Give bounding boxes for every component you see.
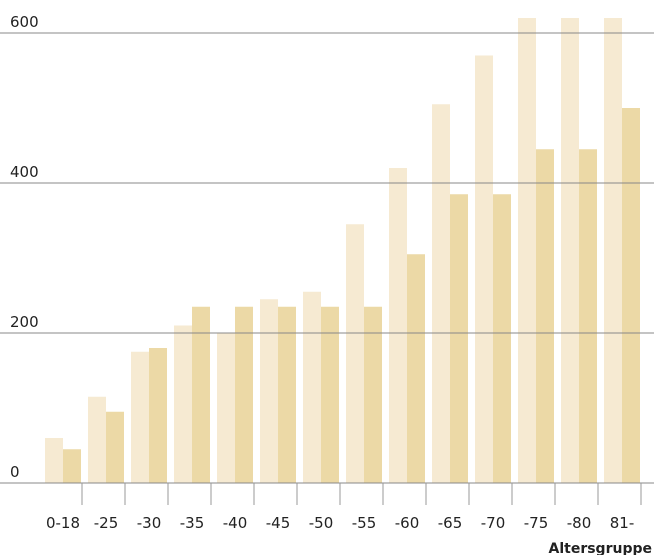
x-axis: 0-18 -25 -30 -35 -40 -45 -50 -55 -60 -65 -70 -75 -80… [46, 483, 642, 532]
y-axis-ticks: 0 200 400 600 [10, 13, 39, 481]
bar-s1--25 [88, 396, 106, 483]
bar-s2--70 [493, 194, 511, 483]
bar-s2--25 [106, 411, 124, 483]
x-tick-label--60: -60 [395, 514, 420, 532]
bars [45, 18, 640, 483]
bar-s1--50 [303, 291, 321, 483]
bar-s2--60 [407, 254, 425, 483]
bar-s1-81- [604, 18, 622, 483]
x-tick-label-0-18: 0-18 [46, 514, 80, 532]
x-tick-label--35: -35 [180, 514, 205, 532]
x-tick-label--25: -25 [94, 514, 119, 532]
x-tick-label--70: -70 [481, 514, 506, 532]
bar-s2--55 [364, 306, 382, 483]
x-tick-label-81-: 81- [610, 514, 635, 532]
bar-s2-81- [622, 108, 640, 483]
x-tick-label--30: -30 [137, 514, 162, 532]
bar-s1--45 [260, 299, 278, 483]
bar-s2--50 [321, 306, 339, 483]
bar-s2--65 [450, 194, 468, 483]
bar-s1--75 [518, 18, 536, 483]
x-tick-label--55: -55 [352, 514, 377, 532]
bar-s2--80 [579, 149, 597, 483]
bar-s1--55 [346, 224, 364, 483]
x-tick-label--80: -80 [567, 514, 592, 532]
y-tick-label-400: 400 [10, 163, 39, 181]
bar-s1--70 [475, 55, 493, 483]
bar-s2--40 [235, 306, 253, 483]
x-tick-label--45: -45 [266, 514, 291, 532]
bar-s1--60 [389, 168, 407, 483]
x-tick-label--50: -50 [309, 514, 334, 532]
bar-s2-0-18 [63, 449, 81, 483]
bar-s2--30 [149, 348, 167, 483]
bar-s2--35 [192, 306, 210, 483]
bar-s2--75 [536, 149, 554, 483]
bar-s1-0-18 [45, 438, 63, 483]
x-axis-title: Altersgruppe [549, 541, 653, 555]
bar-s2--45 [278, 306, 296, 483]
x-tick-label--65: -65 [438, 514, 463, 532]
x-tick-label--75: -75 [524, 514, 549, 532]
bar-s1--40 [217, 333, 235, 483]
x-tick-label--40: -40 [223, 514, 248, 532]
gridlines [0, 32, 654, 484]
bar-s1--65 [432, 104, 450, 483]
bar-s1--30 [131, 351, 149, 483]
y-tick-label-0: 0 [10, 463, 20, 481]
bar-s1--35 [174, 325, 192, 483]
bar-s1--80 [561, 18, 579, 483]
y-tick-label-200: 200 [10, 313, 39, 331]
y-tick-label-600: 600 [10, 13, 39, 31]
